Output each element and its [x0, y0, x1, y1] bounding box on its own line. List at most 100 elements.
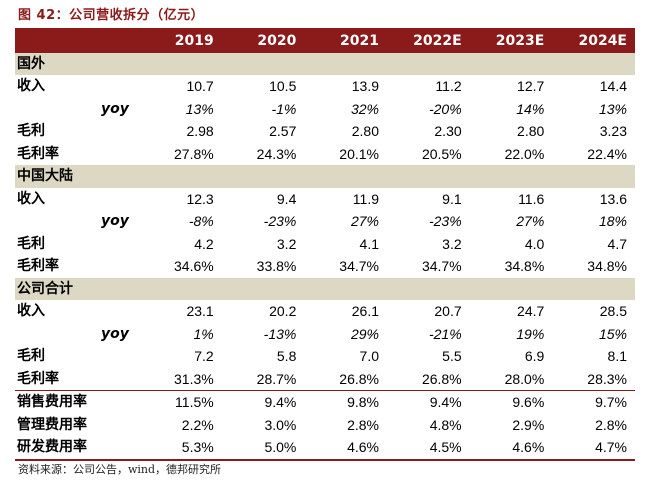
- value-cell: 2.2%: [181, 416, 214, 433]
- section-row: 公司合计: [15, 277, 635, 300]
- value-cell: -8%: [188, 213, 214, 229]
- row-label: 毛利率: [17, 370, 59, 387]
- value-cell: 31.3%: [174, 370, 214, 387]
- value-cell: 15%: [598, 325, 627, 342]
- value-cell: 9.1: [442, 190, 462, 207]
- value-cell: 9.7%: [552, 390, 635, 414]
- value-cell: 28.7%: [256, 370, 297, 387]
- value-cell: 13.9: [351, 78, 379, 94]
- value-cell: 5.5: [442, 348, 462, 364]
- table-row: 毛利 4.2 3.2 4.1 3.2 4.0 4.7: [15, 233, 635, 256]
- value-cell: 2.9%: [512, 416, 545, 433]
- value-cell: 4.6%: [469, 436, 553, 461]
- value-cell: 1%: [193, 325, 214, 342]
- value-cell: -23%: [428, 213, 462, 229]
- value-cell: 2.30: [434, 123, 462, 139]
- value-cell: 11.9: [352, 190, 379, 207]
- value-cell: -1%: [271, 100, 297, 117]
- value-cell: 5.3%: [139, 436, 222, 461]
- table-row: 收入 23.1 20.2 26.1 20.7 24.7 28.5: [15, 300, 635, 323]
- value-cell: 22.0%: [504, 145, 545, 162]
- value-cell: 27%: [350, 213, 379, 229]
- value-cell: 2.8%: [347, 416, 379, 433]
- row-label: yoy: [101, 100, 129, 117]
- row-label: yoy: [101, 213, 129, 229]
- value-cell: 3.2: [442, 235, 462, 252]
- value-cell: -13%: [263, 325, 297, 342]
- value-cell: 11.6: [518, 190, 545, 207]
- title-divider: [15, 28, 635, 30]
- table-row: yoy 13% -1% 32% -20% 14% 13%: [15, 98, 635, 121]
- table-row: 毛利 7.2 5.8 7.0 5.5 6.9 8.1: [15, 345, 635, 368]
- table-row: 毛利 2.98 2.57 2.80 2.30 2.80 3.23: [15, 120, 635, 143]
- table-row: 收入 12.3 9.4 11.9 9.1 11.6 13.6: [15, 188, 635, 211]
- value-cell: 27%: [516, 213, 545, 229]
- row-label: 毛利率: [17, 145, 59, 162]
- header-corner: [15, 30, 140, 53]
- row-label: 研发费用率: [15, 436, 140, 461]
- table-row: 毛利率 27.8% 24.3% 20.1% 20.5% 22.0% 22.4%: [15, 143, 635, 166]
- value-cell: 9.8%: [304, 390, 387, 414]
- value-cell: 2.8%: [595, 416, 627, 433]
- value-cell: 2.80: [517, 123, 545, 139]
- value-cell: 26.1: [351, 303, 379, 319]
- value-cell: 10.5: [269, 78, 297, 94]
- value-cell: 8.1: [607, 348, 627, 364]
- value-cell: 3.2: [276, 235, 297, 252]
- table-row: yoy 1% -13% 29% -21% 19% 15%: [15, 323, 635, 346]
- table-row: 管理费用率 2.2% 3.0% 2.8% 4.8% 2.9% 2.8%: [15, 414, 635, 437]
- value-cell: 2.98: [186, 123, 214, 139]
- value-cell: 28.0%: [504, 370, 545, 387]
- value-cell: 34.8%: [587, 258, 627, 274]
- table-row: yoy -8% -23% 27% -23% 27% 18%: [15, 210, 635, 233]
- header-year: 2024E: [552, 30, 635, 53]
- value-cell: 6.9: [524, 348, 545, 364]
- value-cell: 14.4: [599, 78, 627, 94]
- value-cell: 32%: [350, 100, 379, 117]
- value-cell: 9.4%: [387, 390, 470, 414]
- row-label: yoy: [101, 325, 129, 342]
- value-cell: 13%: [185, 100, 214, 117]
- value-cell: 34.8%: [504, 258, 545, 274]
- value-cell: 4.1: [359, 235, 379, 252]
- row-label: 收入: [17, 190, 45, 207]
- value-cell: -20%: [428, 100, 462, 117]
- value-cell: 26.8%: [339, 370, 379, 387]
- value-cell: 29%: [350, 325, 379, 342]
- header-year: 2020: [221, 30, 305, 53]
- value-cell: 11.2: [435, 78, 462, 94]
- value-cell: 4.6%: [304, 436, 387, 461]
- row-label: 毛利率: [17, 258, 59, 274]
- value-cell: 24.3%: [256, 145, 297, 162]
- value-cell: -21%: [428, 325, 462, 342]
- row-label: 毛利: [17, 235, 45, 252]
- value-cell: 26.8%: [421, 370, 462, 387]
- value-cell: 7.2: [194, 348, 214, 364]
- value-cell: 12.7: [517, 78, 545, 94]
- section-title: 国外: [15, 52, 635, 75]
- value-cell: 5.8: [276, 348, 297, 364]
- value-cell: 19%: [516, 325, 545, 342]
- table-row: 毛利率 34.6% 33.8% 34.7% 34.7% 34.8% 34.8%: [15, 255, 635, 278]
- revenue-breakdown-table: 2019 2020 2021 2022E 2023E 2024E 国外 收入 10.…: [15, 30, 635, 461]
- value-cell: 7.0: [359, 348, 379, 364]
- section-row: 国外: [15, 52, 635, 75]
- value-cell: 4.2: [194, 235, 214, 252]
- value-cell: 4.0: [524, 235, 545, 252]
- value-cell: 27.8%: [174, 145, 214, 162]
- row-label: 毛利: [17, 123, 45, 139]
- value-cell: 9.4: [276, 190, 297, 207]
- value-cell: 20.2: [269, 303, 297, 319]
- row-label: 销售费用率: [15, 390, 140, 414]
- value-cell: 4.7: [607, 235, 627, 252]
- section-row: 中国大陆: [15, 165, 635, 188]
- value-cell: 34.6%: [174, 258, 214, 274]
- row-label: 收入: [17, 78, 45, 94]
- header-year: 2022E: [387, 30, 470, 53]
- value-cell: 18%: [598, 213, 627, 229]
- value-cell: 24.7: [517, 303, 545, 319]
- header-year: 2021: [304, 30, 387, 53]
- value-cell: 11.5%: [139, 390, 222, 414]
- header-year: 2023E: [469, 30, 553, 53]
- value-cell: 4.8%: [429, 416, 462, 433]
